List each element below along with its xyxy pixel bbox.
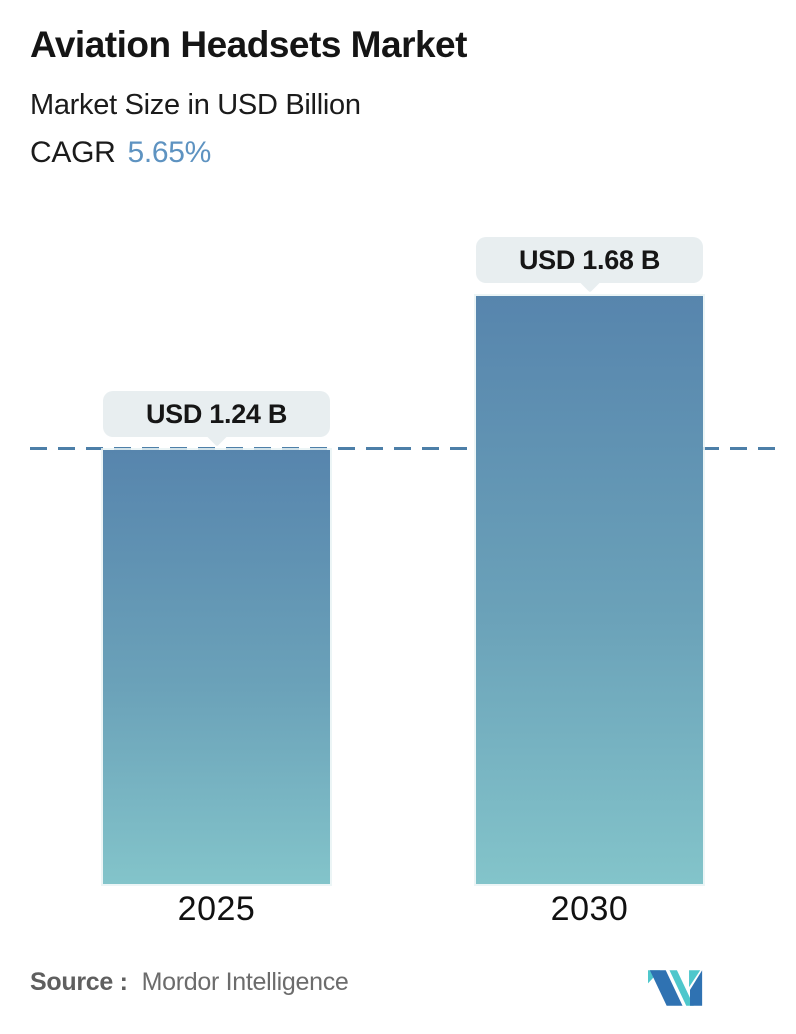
dashed-guide-line xyxy=(30,447,782,450)
bar-2025 xyxy=(103,450,330,884)
value-callout-2030: USD 1.68 B xyxy=(476,237,703,293)
cagr-label: CAGR xyxy=(30,135,116,169)
bar-2030 xyxy=(476,296,703,884)
chart-header: Aviation Headsets Market Market Size in … xyxy=(30,24,467,170)
x-axis-label-2030: 2030 xyxy=(550,890,629,928)
chart-title: Aviation Headsets Market xyxy=(30,24,467,65)
cagr-row: CAGR 5.65% xyxy=(30,136,467,170)
chart-subtitle: Market Size in USD Billion xyxy=(30,88,361,121)
source-footer: Source : Mordor Intelligence xyxy=(30,968,766,1006)
x-axis-label-2025: 2025 xyxy=(177,890,256,928)
mordor-intelligence-logo-icon xyxy=(648,970,703,1006)
cagr-value: 5.65% xyxy=(127,135,212,169)
value-callout-2025: USD 1.24 B xyxy=(103,391,330,447)
bar-group-2030: USD 1.68 B xyxy=(476,0,703,884)
bar-chart-plot: USD 1.24 B USD 1.68 B xyxy=(30,0,782,884)
source-label: Source : xyxy=(30,968,128,996)
source-value: Mordor Intelligence xyxy=(141,968,349,996)
bar-group-2025: USD 1.24 B xyxy=(103,0,330,884)
